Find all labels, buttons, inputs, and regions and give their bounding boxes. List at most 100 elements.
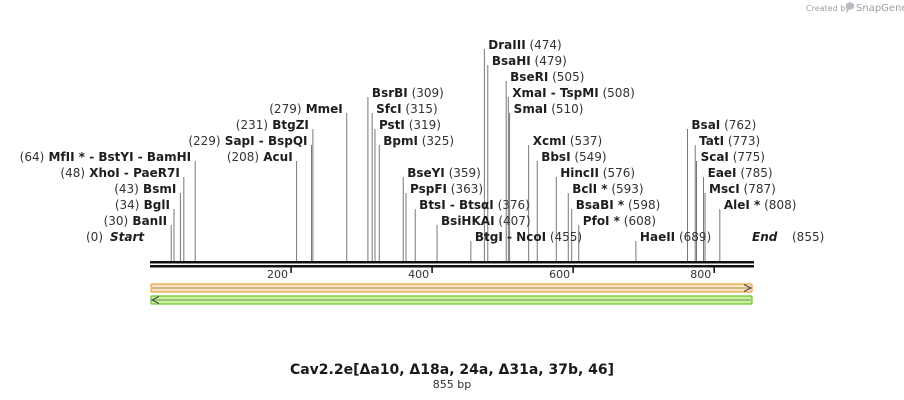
enzyme-site-hincii[interactable]: HincII (576)	[560, 166, 635, 180]
site-label: (30) BanII	[104, 214, 168, 228]
site-position: (407)	[495, 214, 531, 228]
enzyme-name: BseRI	[510, 70, 548, 84]
site-label: TatI (773)	[699, 134, 760, 148]
site-label: BtsI - BtsαI (376)	[419, 198, 530, 212]
enzyme-name: BsaHI	[492, 54, 531, 68]
enzyme-name: HaeII	[640, 230, 675, 244]
enzyme-name: SapI	[221, 134, 255, 148]
site-label: (229) SapI - BspQI	[188, 134, 307, 148]
enzyme-site-bpmi[interactable]: BpmI (325)	[383, 134, 454, 148]
end-label: End	[752, 230, 778, 244]
enzyme-site-scai[interactable]: ScaI (775)	[701, 150, 765, 164]
enzyme-name: BbsI	[541, 150, 570, 164]
enzyme-site-alei[interactable]: AleI * (808)	[724, 198, 797, 212]
enzyme-isoschizomer: - BtsαI	[446, 198, 494, 212]
site-position: (576)	[599, 166, 635, 180]
site-label: BtgI - NcoI (455)	[475, 230, 582, 244]
enzyme-site-bsrbi[interactable]: BsrBI (309)	[372, 86, 444, 100]
enzyme-name: SmaI	[514, 102, 548, 116]
enzyme-site-btgzi[interactable]: (231) BtgZI	[236, 118, 309, 132]
enzyme-site-mfii[interactable]: (64) MfII * - BstYI - BamHI	[20, 150, 191, 164]
site-position: (775)	[729, 150, 765, 164]
site-label: BsaHI (479)	[492, 54, 567, 68]
enzyme-site-btgi[interactable]: BtgI - NcoI (455)	[475, 230, 582, 244]
ruler-tick-label: 400	[408, 268, 429, 281]
enzyme-name: BseYI	[407, 166, 445, 180]
snapgene-logo-icon	[846, 2, 854, 10]
enzyme-site-psti[interactable]: PstI (319)	[379, 118, 441, 132]
enzyme-site-bsmi[interactable]: (43) BsmI	[114, 182, 176, 196]
site-position: (231)	[236, 118, 268, 132]
start-position: (0)	[86, 230, 103, 244]
enzyme-site-draiii[interactable]: DraIII (474)	[488, 38, 561, 52]
enzyme-name: AcuI	[259, 150, 293, 164]
enzyme-site-eaei[interactable]: EaeI (785)	[708, 166, 773, 180]
enzyme-site-bbsi[interactable]: BbsI (549)	[541, 150, 606, 164]
enzyme-name: MscI	[709, 182, 740, 196]
enzyme-site-sapi[interactable]: (229) SapI - BspQI	[188, 134, 307, 148]
site-position: (319)	[405, 118, 441, 132]
feature-forward[interactable]	[150, 283, 753, 293]
backbone-bottom-strand	[150, 265, 754, 268]
enzyme-site-bcli[interactable]: BclI * (593)	[572, 182, 643, 196]
enzyme-name: BtgI	[475, 230, 503, 244]
enzyme-site-mmei[interactable]: (279) MmeI	[269, 102, 343, 116]
enzyme-site-bsihkai[interactable]: BsiHKAI (407)	[441, 214, 531, 228]
enzyme-site-xcmi[interactable]: XcmI (537)	[533, 134, 602, 148]
enzyme-isoschizomer: - NcoI	[503, 230, 546, 244]
credit-brand: SnapGene	[856, 3, 904, 14]
enzyme-name: BglI	[139, 198, 170, 212]
site-position: (689)	[675, 230, 711, 244]
enzyme-site-xmai[interactable]: XmaI - TspMI (508)	[512, 86, 635, 100]
site-position: (808)	[760, 198, 796, 212]
site-label: HaeII (689)	[640, 230, 711, 244]
enzyme-name: TatI	[699, 134, 724, 148]
enzyme-name: BclI *	[572, 182, 608, 196]
enzyme-name: SfcI	[376, 102, 401, 116]
enzyme-site-banii[interactable]: (30) BanII	[104, 214, 168, 228]
site-position: (773)	[724, 134, 760, 148]
site-label: AleI * (808)	[724, 198, 797, 212]
site-position: (593)	[608, 182, 644, 196]
enzyme-site-msci[interactable]: MscI (787)	[709, 182, 776, 196]
site-label: XmaI - TspMI (508)	[512, 86, 635, 100]
snapgene-credit[interactable]: Created by SnapGene	[806, 2, 904, 14]
arrow-right-icon	[743, 284, 753, 292]
enzyme-site-bgli[interactable]: (34) BglI	[115, 198, 170, 212]
credit-prefix: Created by	[806, 4, 850, 13]
site-label: SmaI (510)	[514, 102, 584, 116]
enzyme-site-pfoi[interactable]: PfoI * (608)	[583, 214, 656, 228]
enzyme-site-tati[interactable]: TatI (773)	[699, 134, 760, 148]
site-label: BbsI (549)	[541, 150, 606, 164]
site-label: ScaI (775)	[701, 150, 765, 164]
site-position: (34)	[115, 198, 140, 212]
enzyme-name: EaeI	[708, 166, 737, 180]
enzyme-site-sfci[interactable]: SfcI (315)	[376, 102, 438, 116]
enzyme-name: BtgZI	[268, 118, 309, 132]
site-label: BsaI (762)	[691, 118, 756, 132]
sequence-title: Cav2.2e[Δa10, Δ18a, 24a, Δ31a, 37b, 46]	[290, 362, 614, 378]
enzyme-site-btsi[interactable]: BtsI - BtsαI (376)	[419, 198, 530, 212]
enzyme-site-acui[interactable]: (208) AcuI	[227, 150, 293, 164]
enzyme-site-smai[interactable]: SmaI (510)	[514, 102, 584, 116]
feature-reverse[interactable]	[150, 295, 753, 305]
ruler-tick-label: 600	[549, 268, 570, 281]
enzyme-site-xhoi[interactable]: (48) XhoI - PaeR7I	[60, 166, 179, 180]
enzyme-site-bseri[interactable]: BseRI (505)	[510, 70, 584, 84]
enzyme-site-haeii[interactable]: HaeII (689)	[640, 230, 711, 244]
site-position: (325)	[418, 134, 454, 148]
sequence-length: 855 bp	[433, 378, 471, 391]
enzyme-site-bsai[interactable]: BsaI (762)	[691, 118, 756, 132]
site-position: (30)	[104, 214, 129, 228]
enzyme-site-pspfi[interactable]: PspFI (363)	[410, 182, 483, 196]
site-label: BsaBI * (598)	[576, 198, 661, 212]
site-position: (762)	[720, 118, 756, 132]
site-label: (64) MfII * - BstYI - BamHI	[20, 150, 191, 164]
enzyme-site-bsabi[interactable]: BsaBI * (598)	[576, 198, 661, 212]
site-label: MscI (787)	[709, 182, 776, 196]
site-position: (376)	[494, 198, 530, 212]
site-label: PstI (319)	[379, 118, 441, 132]
enzyme-site-bsahi[interactable]: BsaHI (479)	[492, 54, 567, 68]
enzyme-name: MfII *	[44, 150, 85, 164]
enzyme-site-bseyi[interactable]: BseYI (359)	[407, 166, 481, 180]
